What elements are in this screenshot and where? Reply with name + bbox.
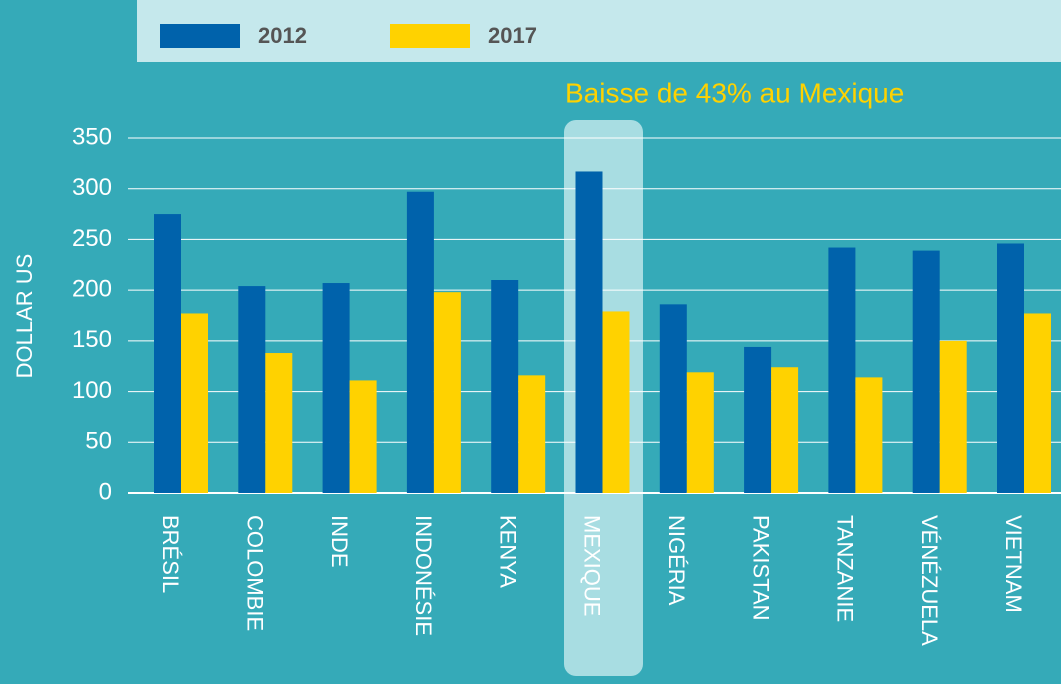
bar (1024, 313, 1051, 493)
x-tick-label: INDE (327, 515, 352, 568)
bar (575, 171, 603, 493)
x-tick-label: TANZANIE (833, 515, 858, 622)
bar (912, 250, 940, 493)
bar (659, 304, 687, 493)
y-tick-label: 350 (72, 123, 112, 150)
bar (265, 353, 293, 493)
bar (855, 377, 883, 493)
x-tick-label: BRÉSIL (158, 515, 183, 593)
x-tick-label: INDONÉSIE (411, 515, 436, 636)
y-tick-label: 200 (72, 275, 112, 302)
y-tick-label: 250 (72, 225, 112, 252)
legend-box (137, 0, 1061, 62)
bar (154, 214, 181, 494)
annotation: Baisse de 43% au Mexique (565, 77, 904, 108)
bar (744, 346, 772, 493)
bar (322, 283, 350, 493)
bar (491, 280, 519, 493)
bar (602, 311, 630, 493)
x-tick-label: VIETNAM (1001, 515, 1026, 613)
legend-label: 2017 (488, 23, 537, 48)
bar (828, 247, 856, 493)
bar (433, 292, 461, 493)
x-tick-label: PAKISTAN (748, 515, 773, 621)
x-tick-label: MEXIQUE (580, 515, 605, 616)
y-tick-label: 50 (85, 428, 112, 455)
x-tick-label: KENYA (495, 515, 520, 588)
legend-swatch (160, 24, 240, 48)
bar (406, 191, 434, 493)
bar (686, 372, 714, 493)
bar (518, 375, 546, 493)
x-tick-label: NIGÉRIA (664, 515, 689, 606)
legend-label: 2012 (258, 23, 307, 48)
bar (349, 380, 377, 493)
y-tick-label: 300 (72, 174, 112, 201)
y-tick-label: 150 (72, 326, 112, 353)
bar (939, 340, 967, 493)
x-tick-label: VÉNÉZUELA (917, 515, 942, 646)
bar (238, 286, 266, 493)
x-tick-label: COLOMBIE (242, 515, 267, 631)
legend-swatch (390, 24, 470, 48)
y-tick-label: 100 (72, 377, 112, 404)
y-axis-label: DOLLAR US (12, 254, 37, 379)
bar (181, 313, 208, 493)
bar (997, 243, 1024, 493)
y-tick-label: 0 (99, 478, 112, 505)
bar (771, 367, 799, 493)
